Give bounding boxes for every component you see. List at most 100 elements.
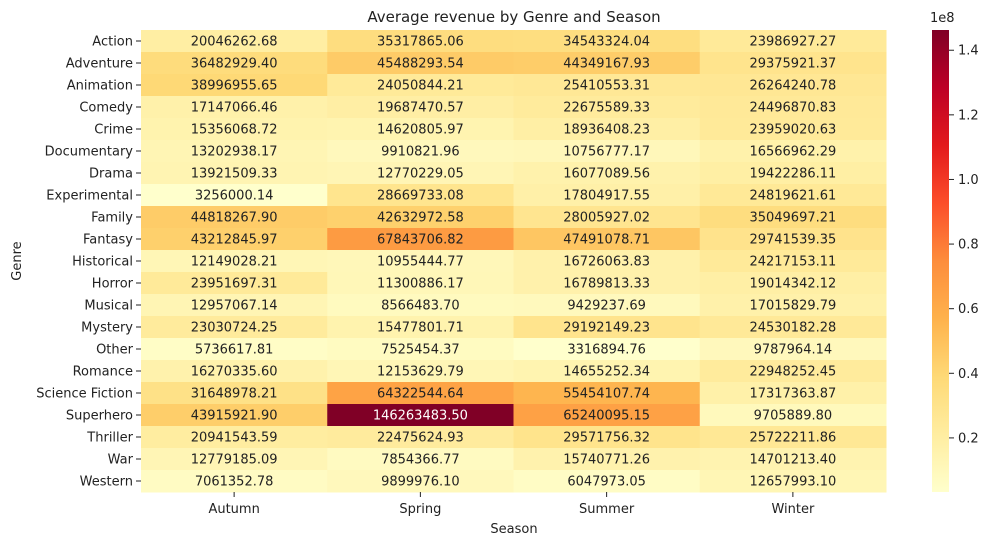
heatmap-cell — [141, 184, 328, 207]
colorbar: 0.2 0.4 0.6 0.8 1.0 1.2 1.4 1e8 — [930, 11, 979, 492]
cell-value-label: 15477801.71 — [377, 321, 464, 336]
heatmap-cell — [699, 338, 887, 361]
cell-value-label: 13921509.33 — [191, 167, 278, 182]
cell-value-label: 9899976.10 — [381, 475, 460, 490]
cell-value-label: 16789813.33 — [563, 277, 650, 292]
cell-value-label: 11300886.17 — [377, 277, 464, 292]
heatmap-cell — [327, 52, 514, 75]
heatmap-cell — [327, 316, 514, 339]
cell-value-label: 25410553.31 — [563, 79, 650, 94]
heatmap-cell — [141, 52, 328, 75]
cell-value-label: 17015829.79 — [749, 299, 836, 314]
heatmap-cell — [141, 206, 328, 229]
colorbar-offset-text: 1e8 — [930, 11, 955, 26]
heatmap-cell — [327, 228, 514, 251]
heatmap-cell — [513, 162, 701, 185]
cell-value-label: 24217153.11 — [749, 255, 836, 270]
heatmap-cell — [513, 382, 701, 405]
y-tick-label: Family — [91, 211, 133, 226]
heatmap-cells: 20046262.68 35317865.06 34543324.04 2398692… — [141, 30, 887, 493]
heatmap-cell — [699, 206, 887, 229]
cell-value-label: 10756777.17 — [563, 145, 650, 160]
colorbar-tick-label: 1.4 — [958, 44, 979, 59]
heatmap-cell — [327, 448, 514, 471]
cell-value-label: 44349167.93 — [563, 57, 650, 72]
cell-value-label: 14655252.34 — [563, 365, 650, 380]
heatmap-cell — [141, 30, 328, 53]
heatmap-cell — [699, 382, 887, 405]
colorbar-tick-label: 0.8 — [958, 238, 979, 253]
cell-value-label: 34543324.04 — [563, 35, 650, 50]
cell-value-label: 23951697.31 — [191, 277, 278, 292]
cell-value-label: 31648978.21 — [191, 387, 278, 402]
cell-value-label: 20046262.68 — [191, 35, 278, 50]
heatmap-cell — [327, 272, 514, 295]
heatmap-cell — [327, 360, 514, 383]
heatmap-cell — [327, 118, 514, 141]
heatmap-cell — [141, 338, 328, 361]
cell-value-label: 15356068.72 — [191, 123, 278, 138]
y-tick-label: Thriller — [86, 431, 133, 446]
cell-value-label: 65240095.15 — [563, 409, 650, 424]
x-axis-label: Season — [490, 522, 537, 537]
cell-value-label: 12957067.14 — [191, 299, 278, 314]
cell-value-label: 35317865.06 — [377, 35, 464, 50]
x-tick-label: Autumn — [208, 502, 259, 517]
heatmap-cell — [327, 206, 514, 229]
cell-value-label: 22475624.93 — [377, 431, 464, 446]
chart-title: Average revenue by Genre and Season — [367, 8, 660, 26]
cell-value-label: 16566962.29 — [749, 145, 836, 160]
cell-value-label: 12657993.10 — [749, 475, 836, 490]
cell-value-label: 36482929.40 — [191, 57, 278, 72]
cell-value-label: 14620805.97 — [377, 123, 464, 138]
cell-value-label: 3256000.14 — [195, 189, 274, 204]
cell-value-label: 16270335.60 — [191, 365, 278, 380]
y-tick-label: War — [108, 453, 134, 468]
cell-value-label: 10955444.77 — [377, 255, 464, 270]
cell-value-label: 38996955.65 — [191, 79, 278, 94]
x-tick-label: Winter — [771, 502, 815, 517]
heatmap-cell — [513, 184, 701, 207]
y-tick-label: Animation — [67, 79, 133, 94]
cell-value-label: 42632972.58 — [377, 211, 464, 226]
y-tick-label: Fantasy — [83, 233, 133, 248]
x-tick-labels: Autumn Spring Summer Winter — [208, 492, 815, 517]
heatmap-cell — [327, 382, 514, 405]
cell-value-label: 29375921.37 — [749, 57, 836, 72]
cell-value-label: 15740771.26 — [563, 453, 650, 468]
cell-value-label: 17147066.46 — [191, 101, 278, 116]
heatmap-cell — [513, 360, 701, 383]
cell-value-label: 64322544.64 — [377, 387, 464, 402]
heatmap-cell — [699, 162, 887, 185]
heatmap-cell — [327, 96, 514, 119]
heatmap-cell — [141, 316, 328, 339]
cell-value-label: 19422286.11 — [749, 167, 836, 182]
cell-value-label: 6047973.05 — [567, 475, 646, 490]
heatmap-cell — [699, 74, 887, 97]
heatmap-cell — [513, 272, 701, 295]
y-tick-label: Romance — [73, 365, 133, 380]
cell-value-label: 13202938.17 — [191, 145, 278, 160]
y-tick-label: Horror — [92, 277, 134, 292]
y-tick-label: Experimental — [46, 189, 133, 204]
cell-value-label: 19687470.57 — [377, 101, 464, 116]
cell-value-label: 7061352.78 — [195, 475, 274, 490]
heatmap-cell — [141, 272, 328, 295]
cell-value-label: 12770229.05 — [377, 167, 464, 182]
heatmap-cell — [327, 338, 514, 361]
heatmap-cell — [327, 30, 514, 53]
cell-value-label: 23986927.27 — [749, 35, 836, 50]
colorbar-tick-label: 0.2 — [958, 431, 979, 446]
heatmap-cell — [699, 360, 887, 383]
cell-value-label: 18936408.23 — [563, 123, 650, 138]
colorbar-ticks: 0.2 0.4 0.6 0.8 1.0 1.2 1.4 — [949, 44, 979, 446]
heatmap-cell — [513, 96, 701, 119]
heatmap-cell — [699, 294, 887, 317]
heatmap-cell — [141, 382, 328, 405]
heatmap-cell — [141, 118, 328, 141]
y-tick-label: Action — [92, 35, 133, 50]
cell-value-label: 7525454.37 — [381, 343, 460, 358]
colorbar-tick-label: 1.2 — [958, 108, 979, 123]
heatmap-cell — [141, 470, 328, 493]
heatmap-cell — [699, 228, 887, 251]
